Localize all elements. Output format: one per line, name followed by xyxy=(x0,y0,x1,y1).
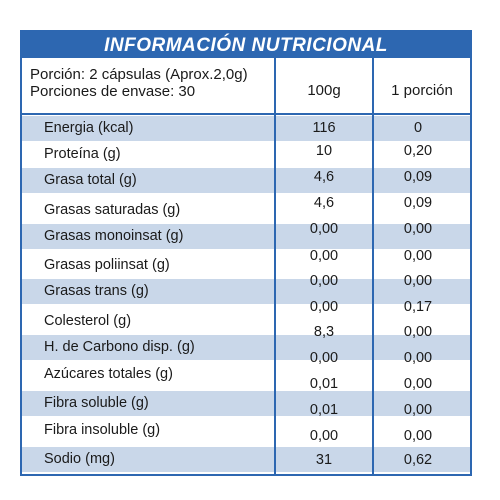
nutrient-row: Fibra insoluble (g) xyxy=(22,417,470,442)
value-100g: 10 xyxy=(315,143,333,159)
value-portion: 0,00 xyxy=(403,376,433,392)
value-portion: 0,09 xyxy=(403,169,433,185)
nutrient-row: Grasa total (g) xyxy=(22,168,470,193)
value-100g: 0,00 xyxy=(309,273,339,289)
column-divider xyxy=(274,58,276,474)
value-100g: 0,00 xyxy=(309,248,339,264)
nutrient-label: Energia (kcal) xyxy=(44,120,134,136)
nutrient-label: H. de Carbono disp. (g) xyxy=(44,339,195,355)
nutrient-label: Fibra insoluble (g) xyxy=(44,422,161,438)
portion-info: Porción: 2 cápsulas (Aprox.2,0g) Porcion… xyxy=(30,66,248,100)
nutrient-label: Proteína (g) xyxy=(44,146,121,162)
portion-size: Porción: 2 cápsulas (Aprox.2,0g) xyxy=(30,66,248,83)
column-header-100g: 100g xyxy=(307,82,341,99)
nutrient-label: Colesterol (g) xyxy=(44,313,132,329)
nutrition-facts-panel: INFORMACIÓN NUTRICIONAL Porción: 2 cápsu… xyxy=(20,30,472,476)
value-portion: 0,00 xyxy=(403,324,433,340)
value-100g: 0,00 xyxy=(309,221,339,237)
nutrient-label: Grasas saturadas (g) xyxy=(44,202,181,218)
value-100g: 116 xyxy=(312,120,336,136)
value-100g: 0,00 xyxy=(309,428,339,444)
value-portion: 0,17 xyxy=(403,299,433,315)
value-portion: 0,00 xyxy=(403,273,433,289)
value-100g: 4,6 xyxy=(313,169,335,185)
servings-per-container: Porciones de envase: 30 xyxy=(30,83,196,100)
column-header-portion: 1 porción xyxy=(391,82,453,99)
nutrient-label: Grasas trans (g) xyxy=(44,283,149,299)
panel-title: INFORMACIÓN NUTRICIONAL xyxy=(22,32,470,58)
value-100g: 8,3 xyxy=(313,324,335,340)
nutrient-row: Proteína (g) xyxy=(22,142,470,167)
value-100g: 0,00 xyxy=(309,350,339,366)
header-divider xyxy=(22,113,470,115)
nutrient-row: Grasas monoinsat (g) xyxy=(22,224,470,249)
value-portion: 0,09 xyxy=(403,195,433,211)
nutrient-row: Fibra soluble (g) xyxy=(22,391,470,416)
nutrient-label: Grasa total (g) xyxy=(44,172,137,188)
value-100g: 0,00 xyxy=(309,299,339,315)
value-portion: 0 xyxy=(413,120,423,136)
value-portion: 0,00 xyxy=(403,248,433,264)
nutrient-label: Fibra soluble (g) xyxy=(44,395,149,411)
nutrient-label: Grasas poliinsat (g) xyxy=(44,257,170,273)
nutrient-label: Azúcares totales (g) xyxy=(44,366,173,382)
nutrient-row: Azúcares totales (g) xyxy=(22,361,470,386)
column-divider xyxy=(372,58,374,474)
value-portion: 0,20 xyxy=(403,143,433,159)
value-100g: 0,01 xyxy=(309,402,339,418)
value-100g: 0,01 xyxy=(309,376,339,392)
value-portion: 0,00 xyxy=(403,428,433,444)
value-portion: 0,62 xyxy=(403,452,433,468)
nutrient-row: Energia (kcal) xyxy=(22,116,470,141)
nutrient-row: Grasas saturadas (g) xyxy=(22,194,470,219)
nutrient-row: Sodio (mg) xyxy=(22,447,470,472)
nutrient-row: Colesterol (g) xyxy=(22,305,470,330)
value-100g: 4,6 xyxy=(313,195,335,211)
nutrient-label: Sodio (mg) xyxy=(44,451,115,467)
value-100g: 31 xyxy=(315,452,333,468)
value-portion: 0,00 xyxy=(403,350,433,366)
nutrient-row: Grasas poliinsat (g) xyxy=(22,250,470,275)
nutrient-row: H. de Carbono disp. (g) xyxy=(22,335,470,360)
value-portion: 0,00 xyxy=(403,402,433,418)
value-portion: 0,00 xyxy=(403,221,433,237)
nutrient-row: Grasas trans (g) xyxy=(22,279,470,304)
nutrient-label: Grasas monoinsat (g) xyxy=(44,228,184,244)
